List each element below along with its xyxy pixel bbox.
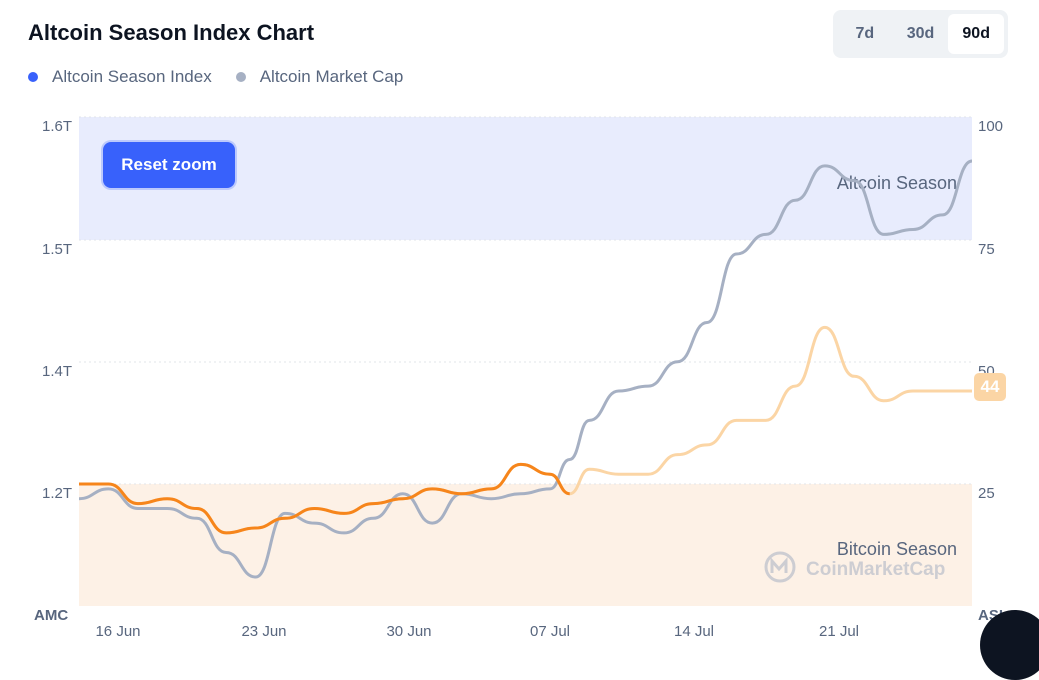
legend-dot-asi (28, 72, 38, 82)
reset-zoom-button[interactable]: Reset zoom (103, 142, 235, 188)
right-tick-75: 75 (978, 241, 995, 258)
tab-90d[interactable]: 90d (948, 14, 1005, 54)
tab-7d[interactable]: 7d (855, 25, 875, 42)
tab-30d[interactable]: 30d (906, 25, 935, 42)
range-tabs: 7d 30d 90d (833, 10, 1008, 58)
right-tick-25: 25 (978, 485, 995, 502)
series-layer (78, 159, 973, 579)
altcoin-season-chart: 1.6T 1.5T 1.4T 1.2T AMC 100 75 50 25 ASI… (34, 116, 1003, 640)
series-line-altcoin-market-cap (78, 159, 973, 579)
coinmarketcap-watermark: CoinMarketCap (764, 551, 945, 583)
x-tick-4: 07 Jul (530, 623, 570, 640)
chat-launcher-button[interactable] (980, 610, 1039, 680)
right-tick-100: 100 (978, 118, 1003, 135)
current-value-badge: 44 (974, 373, 1006, 401)
legend-item-amc[interactable]: Altcoin Market Cap (235, 67, 404, 87)
bitcoin-season-label: Bitcoin Season (837, 539, 957, 559)
bitcoin-season-band (79, 484, 972, 606)
legend-dot-amc (235, 72, 246, 82)
altcoin-season-label: Altcoin Season (837, 173, 957, 193)
left-tick-2: 1.5T (42, 241, 72, 258)
left-tick-3: 1.4T (42, 363, 72, 380)
coinmarketcap-logo-icon (764, 551, 796, 583)
x-tick-5: 14 Jul (674, 623, 714, 640)
coinmarketcap-logo-mark (770, 557, 788, 573)
series-line-altcoin-season-index (78, 462, 571, 535)
chart-title: Altcoin Season Index Chart (28, 20, 315, 45)
watermark-text: CoinMarketCap (806, 559, 945, 580)
legend-label-asi: Altcoin Season Index (52, 67, 212, 86)
x-tick-6: 21 Jul (819, 623, 859, 640)
left-tick-4: 1.2T (42, 485, 72, 502)
x-tick-1: 16 Jun (95, 623, 140, 640)
chart-legend: Altcoin Season Index Altcoin Market Cap (28, 67, 427, 87)
left-tick-1: 1.6T (42, 118, 72, 135)
x-tick-3: 30 Jun (386, 623, 431, 640)
left-axis-title: AMC (34, 607, 68, 624)
x-tick-2: 23 Jun (241, 623, 286, 640)
legend-item-asi[interactable]: Altcoin Season Index (28, 67, 212, 87)
legend-label-amc: Altcoin Market Cap (259, 67, 404, 86)
